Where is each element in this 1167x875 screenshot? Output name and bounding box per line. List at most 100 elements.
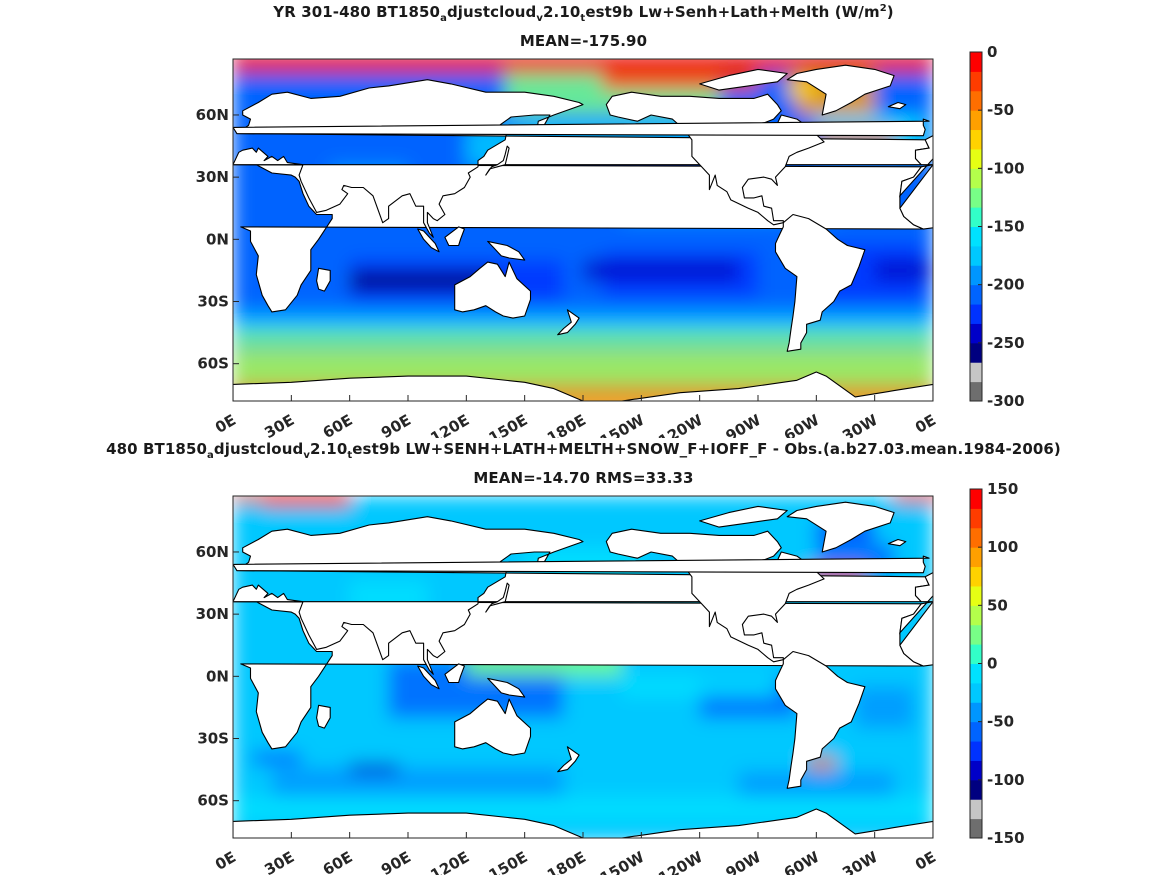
- colorbar-swatch: [970, 605, 982, 626]
- y-tick-label: 30S: [197, 293, 229, 311]
- colorbar-tick-label: 0: [987, 43, 997, 61]
- colorbar: 150 100 50 0 -50 -100 -150: [969, 480, 1025, 847]
- colorbar-tick-label: -100: [987, 771, 1025, 789]
- x-tick-label: 120E: [427, 411, 472, 438]
- chart-subtitle: MEAN=-14.70 RMS=33.33: [473, 469, 694, 487]
- chart-title: 480 BT1850adjustcloudv2.10test9b LW+SENH…: [106, 440, 1061, 461]
- colorbar-swatch: [970, 52, 982, 72]
- land-uk: [233, 555, 930, 574]
- colorbar-swatch: [970, 682, 982, 703]
- colorbar-tick-label: 150: [987, 480, 1018, 498]
- colorbar-tick-label: -100: [987, 159, 1025, 177]
- map-chart: 60N 30N 0N 30S 60S 0E 30E 60E 90E 120E 150E 180E 150…: [196, 480, 1025, 875]
- y-tick-label: 60N: [196, 543, 229, 561]
- x-tick-label: 150W: [597, 411, 648, 438]
- land-sumatra: [417, 665, 440, 690]
- x-tick-label: 150E: [486, 411, 531, 438]
- land-arctic-isl: [699, 505, 788, 528]
- colorbar-swatch: [970, 304, 982, 324]
- y-tick-label: 60N: [196, 106, 229, 124]
- land-n-america: [605, 91, 825, 226]
- x-tick-label: 90W: [723, 848, 765, 875]
- x-tick-label: 180E: [544, 848, 589, 875]
- land-borneo: [444, 663, 465, 684]
- colorbar-swatch: [970, 245, 982, 266]
- land-greenland: [786, 501, 895, 553]
- chart-title: YR 301-480 BT1850adjustcloudv2.10test9b …: [273, 3, 894, 24]
- land-japan: [485, 145, 510, 176]
- x-tick-label: 0E: [912, 411, 939, 437]
- land-australia: [454, 261, 532, 319]
- x-tick-label: 60W: [781, 848, 823, 875]
- x-tick-label: 60E: [320, 411, 356, 438]
- x-tick-label: 90E: [378, 411, 414, 438]
- colorbar-swatch: [970, 779, 982, 800]
- land-greenland: [786, 64, 895, 116]
- land-eurasia-wrap: [899, 135, 933, 230]
- land-madagascar: [316, 267, 331, 292]
- ocean-field: [233, 59, 933, 401]
- y-tick-label: 60S: [197, 355, 229, 373]
- colorbar-swatch: [970, 168, 982, 189]
- colorbar-tick-label: -50: [987, 101, 1014, 119]
- colorbar-swatch: [970, 547, 982, 568]
- x-tick-label: 90E: [378, 848, 414, 875]
- land-nz: [557, 746, 580, 773]
- colorbar-swatch: [970, 323, 982, 344]
- colorbar-tick-label: -200: [987, 276, 1025, 294]
- x-tick-label: 120W: [655, 411, 706, 438]
- colorbar-swatch: [970, 566, 982, 587]
- y-tick-label: 30N: [196, 168, 229, 186]
- x-tick-label: 30E: [261, 848, 297, 875]
- x-tick-label: 0E: [212, 411, 239, 437]
- land-sumatra: [417, 228, 440, 253]
- colorbar-tick-label: -150: [987, 829, 1025, 847]
- colorbar-tick-label: 0: [987, 655, 997, 673]
- x-tick-label: 0E: [912, 848, 939, 874]
- colorbar-tick-label: 100: [987, 538, 1018, 556]
- land-iceland: [887, 101, 907, 110]
- colorbar-swatch: [970, 71, 982, 92]
- land-masses: [233, 501, 933, 838]
- land-eurasia: [233, 79, 930, 238]
- colorbar-swatch: [970, 663, 982, 684]
- colorbar-swatch: [970, 381, 982, 402]
- land-masses: [233, 64, 933, 401]
- colorbar: 0 -50 -100 -150 -200 -250 -300: [969, 43, 1025, 410]
- colorbar-swatch: [970, 799, 982, 820]
- land-eurasia-wrap: [899, 572, 933, 667]
- panel-bottom: 480 BT1850adjustcloudv2.10test9b LW+SENH…: [0, 437, 1167, 875]
- y-tick-label: 0N: [206, 667, 229, 685]
- x-tick-label: 60W: [781, 411, 823, 438]
- land-s-america: [774, 650, 866, 789]
- x-tick-label: 120W: [655, 848, 706, 875]
- colorbar-swatch: [970, 741, 982, 761]
- x-tick-label: 150W: [597, 848, 648, 875]
- x-tick-label: 180E: [544, 411, 589, 438]
- panel-top: YR 301-480 BT1850adjustcloudv2.10test9b …: [196, 3, 1025, 438]
- land-nz: [557, 309, 580, 336]
- land-borneo: [444, 226, 465, 247]
- colorbar-swatch: [970, 702, 982, 723]
- x-tick-label: 30E: [261, 411, 297, 438]
- colorbar-swatch: [970, 226, 982, 247]
- colorbar-swatch: [970, 508, 982, 529]
- y-tick-label: 30S: [197, 730, 229, 748]
- colorbar-swatch: [970, 760, 982, 781]
- land-arctic-isl: [699, 68, 788, 91]
- colorbar-tick-label: -250: [987, 334, 1025, 352]
- colorbar-swatch: [970, 110, 982, 131]
- land-png: [487, 240, 526, 261]
- colorbar-swatch: [970, 624, 982, 645]
- colorbar-swatch: [970, 207, 982, 227]
- colorbar-swatch: [970, 489, 982, 509]
- colorbar-swatch: [970, 187, 982, 208]
- x-tick-label: 90W: [723, 411, 765, 438]
- x-tick-label: 150E: [486, 848, 531, 875]
- land-n-america: [605, 528, 825, 663]
- colorbar-swatch: [970, 265, 982, 286]
- colorbar-tick-label: -300: [987, 392, 1025, 410]
- ocean-field: [233, 496, 933, 838]
- colorbar-swatch: [970, 342, 982, 363]
- colorbar-swatch: [970, 721, 982, 742]
